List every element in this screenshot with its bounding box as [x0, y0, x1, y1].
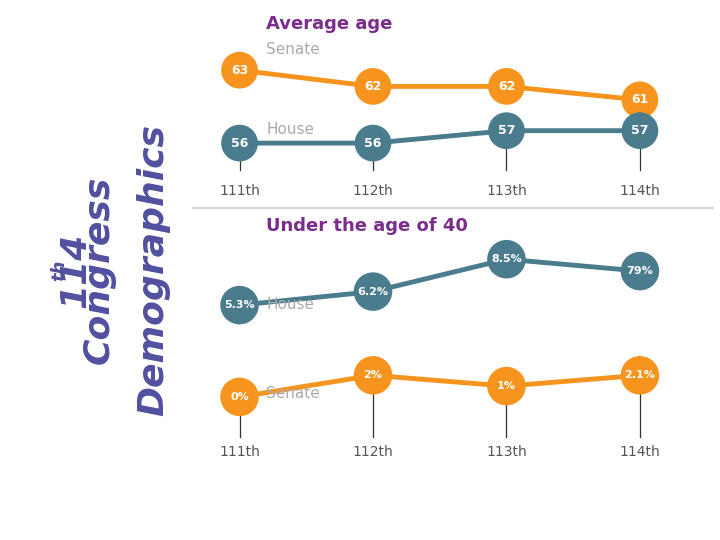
Text: 56: 56 — [231, 137, 248, 150]
Text: 63: 63 — [231, 64, 248, 77]
Text: 2.1%: 2.1% — [624, 370, 655, 380]
Point — [634, 96, 646, 104]
Point — [500, 255, 512, 264]
Point — [234, 139, 246, 147]
Point — [367, 287, 379, 296]
Text: 112th: 112th — [353, 446, 393, 460]
Text: Senate: Senate — [266, 42, 320, 57]
Point — [234, 66, 246, 75]
Point — [500, 82, 512, 91]
Text: House: House — [266, 122, 314, 137]
Point — [500, 126, 512, 135]
Text: 61: 61 — [631, 93, 649, 106]
Point — [367, 139, 379, 147]
Text: 6.2%: 6.2% — [358, 287, 389, 296]
Text: Demographics: Demographics — [136, 124, 170, 416]
Text: Congress: Congress — [82, 176, 116, 364]
Text: 56: 56 — [364, 137, 382, 150]
Text: 113th: 113th — [486, 446, 527, 460]
Point — [367, 82, 379, 91]
Text: 112th: 112th — [353, 184, 393, 198]
Text: 0%: 0% — [230, 392, 249, 402]
Text: 79%: 79% — [626, 266, 653, 276]
Text: 1%: 1% — [497, 381, 516, 391]
Point — [634, 267, 646, 275]
Text: Under the age of 40: Under the age of 40 — [266, 217, 468, 235]
Text: 62: 62 — [364, 80, 382, 93]
Text: Senate: Senate — [266, 386, 320, 401]
Text: 114th: 114th — [619, 184, 660, 198]
Text: 113th: 113th — [486, 184, 527, 198]
Text: 111th: 111th — [219, 446, 260, 460]
Text: 5.3%: 5.3% — [224, 300, 255, 310]
Text: Average age: Average age — [266, 15, 392, 33]
Text: 62: 62 — [498, 80, 515, 93]
Text: 114: 114 — [58, 232, 93, 308]
Point — [367, 371, 379, 380]
Text: 111th: 111th — [219, 184, 260, 198]
Text: 57: 57 — [631, 124, 649, 137]
Text: House: House — [266, 297, 314, 312]
Point — [634, 371, 646, 380]
Text: th: th — [50, 259, 68, 281]
Text: 2%: 2% — [364, 370, 382, 380]
Text: 57: 57 — [498, 124, 516, 137]
Point — [234, 301, 246, 309]
Point — [234, 393, 246, 401]
Text: 8.5%: 8.5% — [491, 254, 522, 264]
Text: 114th: 114th — [619, 446, 660, 460]
Point — [500, 382, 512, 390]
Point — [634, 126, 646, 135]
